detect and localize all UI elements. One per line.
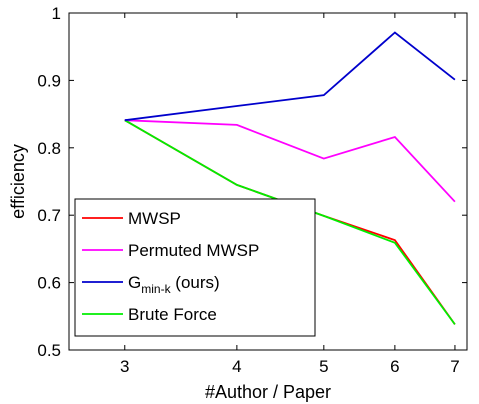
legend-entry-label: MWSP xyxy=(128,209,181,228)
series-line-brute-force xyxy=(124,119,456,325)
y-tick-label: 1 xyxy=(52,4,61,23)
series-line-permuted-mwsp xyxy=(124,119,456,203)
x-tick-label: 6 xyxy=(390,357,399,376)
legend-entry-label: Permuted MWSP xyxy=(128,241,259,260)
x-axis-label: #Author / Paper xyxy=(205,382,331,402)
y-tick-label: 0.6 xyxy=(37,274,61,293)
legend-entry-label: Gmin-k (ours) xyxy=(128,273,220,296)
x-axis-ticks: 3 4 5 6 7 xyxy=(120,13,460,376)
y-tick-label: 0.5 xyxy=(37,341,61,360)
y-axis-ticks: 0.5 0.6 0.7 0.8 0.9 1 xyxy=(37,4,467,360)
y-tick-label: 0.9 xyxy=(37,71,61,90)
series-layer xyxy=(124,31,456,325)
legend: MWSP Permuted MWSP Gmin-k (ours) Brute Forc… xyxy=(74,198,316,337)
x-tick-label: 5 xyxy=(319,357,328,376)
y-tick-label: 0.7 xyxy=(37,206,61,225)
x-tick-label: 4 xyxy=(232,357,241,376)
plot-frame xyxy=(68,12,468,351)
legend-entry-label: Brute Force xyxy=(128,305,217,324)
y-tick-label: 0.8 xyxy=(37,139,61,158)
series-line-g xyxy=(124,31,456,122)
y-axis-label: efficiency xyxy=(8,144,28,219)
x-tick-label: 7 xyxy=(450,357,459,376)
x-tick-label: 3 xyxy=(120,357,129,376)
